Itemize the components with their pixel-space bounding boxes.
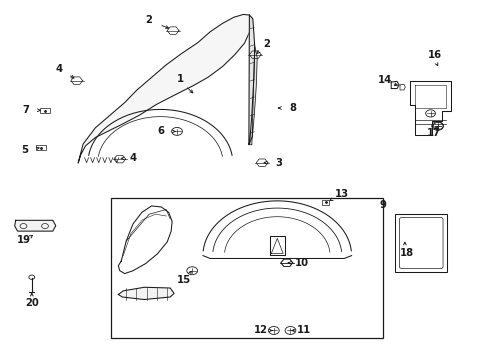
Bar xyxy=(40,108,50,113)
Text: 2: 2 xyxy=(263,39,269,49)
Polygon shape xyxy=(78,14,251,163)
Polygon shape xyxy=(248,15,254,145)
Text: 19: 19 xyxy=(17,235,30,246)
Text: 4: 4 xyxy=(55,64,62,74)
Bar xyxy=(111,198,382,338)
Text: 1: 1 xyxy=(176,74,183,84)
Text: 16: 16 xyxy=(427,50,441,60)
Text: 2: 2 xyxy=(145,15,152,25)
Bar xyxy=(322,200,328,204)
Polygon shape xyxy=(15,220,56,231)
Polygon shape xyxy=(249,47,257,145)
Text: 18: 18 xyxy=(399,248,413,258)
Text: 10: 10 xyxy=(295,258,308,268)
Text: 13: 13 xyxy=(335,189,348,199)
Polygon shape xyxy=(118,287,174,300)
Bar xyxy=(394,214,447,272)
Text: 12: 12 xyxy=(253,325,267,336)
Text: 15: 15 xyxy=(177,275,190,285)
Text: 3: 3 xyxy=(275,158,282,168)
Text: 14: 14 xyxy=(377,75,392,85)
Text: 20: 20 xyxy=(25,298,39,308)
Text: 6: 6 xyxy=(157,126,163,136)
Text: 9: 9 xyxy=(379,200,386,210)
Text: 11: 11 xyxy=(296,325,311,336)
Text: 17: 17 xyxy=(427,128,440,138)
Bar xyxy=(36,145,46,150)
Text: 7: 7 xyxy=(22,105,29,115)
Text: 8: 8 xyxy=(288,103,295,113)
Text: 5: 5 xyxy=(21,145,28,156)
Text: 4: 4 xyxy=(129,153,136,163)
